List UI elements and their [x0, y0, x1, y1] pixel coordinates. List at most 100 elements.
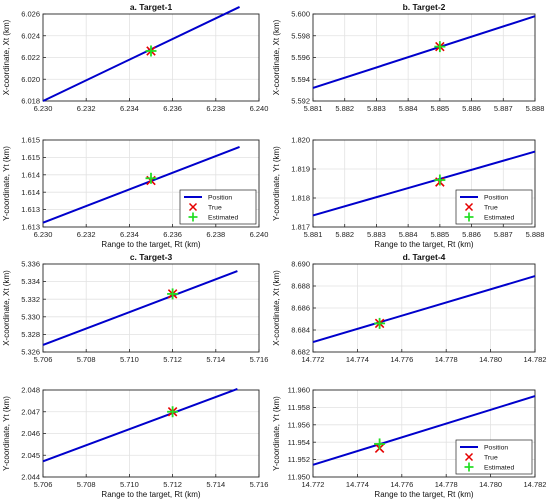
y-tick-label: 2.045 [21, 451, 40, 460]
x-axis-label: Range to the target, Rt (km) [101, 490, 200, 499]
y-tick-label: 5.600 [291, 10, 310, 19]
legend-label-estimated: Estimated [484, 215, 514, 222]
y-axis-label: X-coordinate, Xt (km) [2, 19, 11, 95]
legend: Position True Estimated [455, 439, 533, 475]
subplot-2: 5.881 5.882 5.883 5.884 5.885 5.886 5.887 5.888… [272, 2, 544, 113]
x-tick-label: 6.238 [206, 230, 225, 239]
x-tick-label: 5.882 [335, 230, 354, 239]
y-tick-label: 5.334 [21, 277, 40, 286]
y-tick-label: 6.020 [21, 75, 40, 84]
x-tick-label: 5.716 [250, 355, 269, 364]
legend-x-icon [188, 202, 198, 212]
y-tick-label: 11.954 [288, 438, 310, 447]
position-line [42, 387, 238, 463]
x-tick-label: 6.236 [163, 230, 182, 239]
x-tick-label: 5.883 [367, 230, 386, 239]
subplot-3: 6.230 6.232 6.234 6.236 6.238 6.240 1.613 1.613… [2, 136, 268, 249]
y-tick-label: 2.048 [21, 386, 40, 395]
y-tick-label: 8.688 [291, 282, 310, 291]
x-tick-label: 6.230 [34, 104, 53, 113]
estimated-marker [374, 438, 386, 450]
y-tick-label: 1.613 [21, 205, 40, 214]
y-tick-label: 1.613 [21, 223, 40, 232]
x-tick-label: 6.234 [120, 104, 139, 113]
legend-label-estimated: Estimated [208, 215, 238, 222]
y-tick-label: 8.682 [291, 348, 310, 357]
estimated-marker [167, 406, 179, 418]
position-line [42, 146, 240, 224]
x-tick-label: 14.782 [524, 355, 547, 364]
y-tick-label: 5.598 [291, 31, 310, 40]
y-tick-label: 8.684 [291, 326, 310, 335]
x-tick-label: 14.772 [302, 355, 325, 364]
axes-frame [312, 13, 536, 102]
x-tick-label: 5.708 [77, 355, 96, 364]
y-tick-label: 5.336 [21, 260, 40, 269]
x-tick-label: 14.774 [346, 480, 369, 489]
legend-label-true: True [484, 205, 498, 212]
x-tick-label: 6.230 [34, 230, 53, 239]
y-tick-label: 11.960 [288, 386, 310, 395]
estimated-marker [145, 45, 157, 57]
x-tick-label: 14.776 [390, 480, 413, 489]
x-tick-label: 6.232 [77, 104, 96, 113]
estimated-marker [434, 174, 446, 186]
axes-frame [312, 389, 536, 478]
estimated-marker [434, 41, 446, 53]
x-tick-label: 5.716 [250, 480, 269, 489]
y-tick-label: 1.615 [21, 136, 40, 145]
subplot-5: 5.706 5.708 5.710 5.712 5.714 5.716 5.326 5.328… [2, 252, 268, 364]
y-axis-label: X-coordinate, Xt (km) [272, 270, 281, 346]
legend-x-icon [464, 452, 474, 462]
axes-frame [42, 263, 260, 353]
axes-frame [312, 263, 536, 353]
y-tick-label: 11.950 [288, 473, 310, 482]
legend-label-true: True [484, 455, 498, 462]
axes-frame [42, 389, 260, 478]
y-tick-label: 2.044 [21, 473, 40, 482]
x-tick-label: 5.710 [120, 355, 139, 364]
subplot-7: 5.706 5.708 5.710 5.712 5.714 5.716 2.044 2.045… [2, 386, 268, 499]
y-tick-label: 8.686 [291, 304, 310, 313]
axes-frame [312, 139, 536, 228]
x-tick-label: 5.884 [399, 104, 418, 113]
x-tick-label: 14.780 [479, 480, 502, 489]
y-tick-label: 6.026 [21, 10, 40, 19]
x-tick-label: 5.881 [304, 230, 323, 239]
position-line [312, 15, 536, 89]
y-tick-label: 5.330 [21, 312, 40, 321]
y-tick-label: 5.332 [21, 295, 40, 304]
axes-frame [42, 13, 260, 102]
y-tick-label: 1.817 [291, 223, 310, 232]
x-tick-label: 5.714 [206, 355, 225, 364]
x-tick-label: 6.236 [163, 104, 182, 113]
y-tick-label: 1.614 [21, 188, 40, 197]
x-tick-label: 5.708 [77, 480, 96, 489]
x-tick-label: 6.240 [250, 104, 269, 113]
position-line [312, 275, 536, 344]
y-axis-label: X-coordinate, Xt (km) [272, 19, 281, 95]
legend-label-estimated: Estimated [484, 465, 514, 472]
y-tick-label: 1.819 [291, 165, 310, 174]
y-tick-label: 5.594 [291, 75, 310, 84]
x-tick-label: 5.887 [494, 104, 513, 113]
x-tick-label: 5.881 [304, 104, 323, 113]
subplot-1: 6.230 6.232 6.234 6.236 6.238 6.240 6.018 6.020… [2, 2, 268, 113]
y-tick-label: 11.958 [288, 403, 310, 412]
y-tick-label: 6.024 [21, 31, 40, 40]
x-tick-label: 5.884 [399, 230, 418, 239]
y-tick-label: 5.326 [21, 348, 40, 357]
y-tick-label: 2.046 [21, 429, 40, 438]
x-tick-label: 5.887 [494, 230, 513, 239]
legend-plus-icon [188, 212, 198, 222]
x-tick-label: 5.712 [163, 480, 182, 489]
position-line [312, 150, 536, 217]
x-tick-label: 5.712 [163, 355, 182, 364]
x-tick-label: 14.774 [346, 355, 369, 364]
x-tick-label: 5.882 [335, 104, 354, 113]
y-axis-label: Y-coordinate, Yt (km) [2, 146, 11, 221]
chart-title: a. Target-1 [130, 2, 173, 12]
x-tick-label: 6.238 [206, 104, 225, 113]
axes-frame [42, 139, 260, 228]
